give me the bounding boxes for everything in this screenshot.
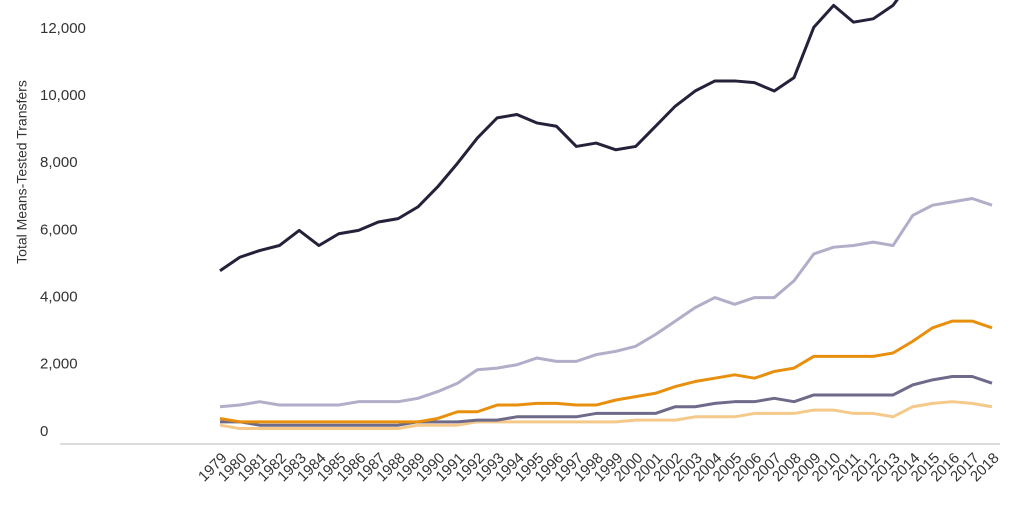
series-line — [219, 400, 993, 431]
y-tick-label: 12,000 — [40, 20, 86, 37]
plot-area — [219, 0, 993, 431]
y-tick-label: 10,000 — [40, 87, 86, 104]
series-line — [219, 196, 993, 409]
y-tick-label: 8,000 — [40, 154, 78, 171]
series-line — [219, 319, 993, 424]
y-axis-label: Total Means-Tested Transfers — [14, 80, 30, 264]
y-tick-label: 6,000 — [40, 221, 78, 238]
y-tick-label: 4,000 — [40, 289, 78, 306]
y-tick-label: 2,000 — [40, 356, 78, 373]
series-line — [219, 0, 899, 272]
y-tick-label: 0 — [40, 423, 48, 440]
series-line — [220, 374, 993, 427]
